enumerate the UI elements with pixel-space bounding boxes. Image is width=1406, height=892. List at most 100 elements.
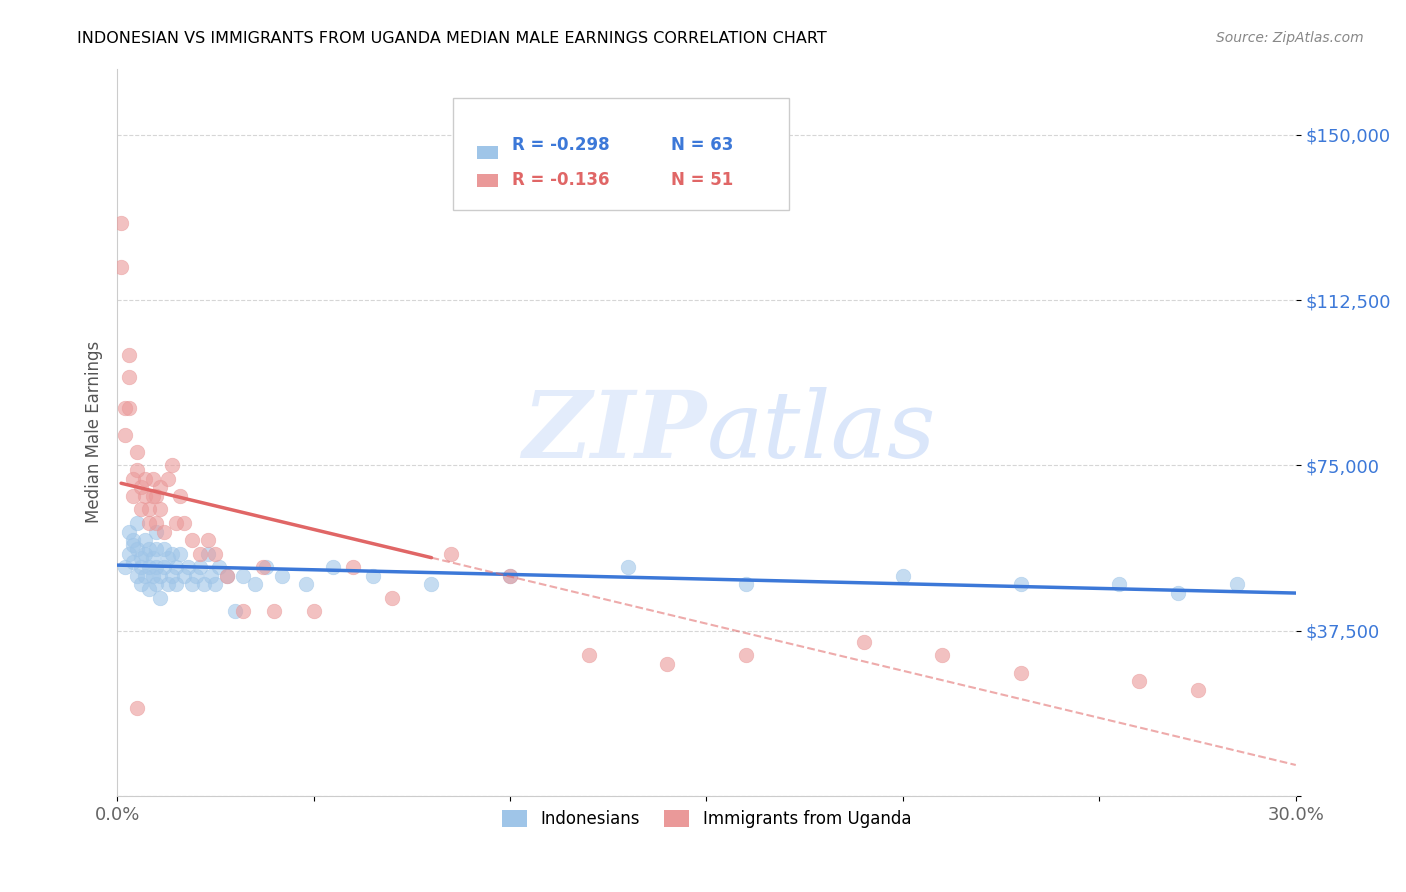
Point	[125, 701, 148, 715]
Point	[193, 577, 215, 591]
Point	[891, 568, 914, 582]
Point	[141, 489, 163, 503]
Point	[157, 551, 180, 566]
Point	[110, 216, 132, 230]
Point	[122, 472, 145, 486]
Point	[1128, 674, 1150, 689]
Point	[125, 568, 148, 582]
Point	[499, 568, 522, 582]
Point	[122, 538, 145, 552]
Point	[232, 604, 254, 618]
Text: ZIP: ZIP	[522, 387, 706, 477]
Point	[165, 577, 187, 591]
Point	[149, 568, 172, 582]
Point	[252, 559, 274, 574]
Point	[118, 524, 141, 539]
Point	[149, 480, 172, 494]
Point	[169, 489, 191, 503]
Text: N = 51: N = 51	[671, 171, 734, 189]
Point	[160, 458, 183, 473]
Text: R = -0.136: R = -0.136	[512, 171, 610, 189]
Point	[145, 524, 167, 539]
Point	[204, 547, 226, 561]
Point	[134, 472, 156, 486]
Bar	[477, 174, 498, 187]
Point	[322, 559, 344, 574]
Point	[129, 559, 152, 574]
Point	[153, 542, 176, 557]
Point	[129, 577, 152, 591]
Point	[118, 547, 141, 561]
Point	[224, 604, 246, 618]
Point	[1226, 577, 1249, 591]
Point	[134, 568, 156, 582]
Point	[197, 547, 219, 561]
Y-axis label: Median Male Earnings: Median Male Earnings	[86, 341, 103, 524]
Point	[263, 604, 285, 618]
Point	[145, 559, 167, 574]
Point	[134, 533, 156, 548]
Point	[114, 427, 136, 442]
Point	[138, 502, 160, 516]
Text: INDONESIAN VS IMMIGRANTS FROM UGANDA MEDIAN MALE EARNINGS CORRELATION CHART: INDONESIAN VS IMMIGRANTS FROM UGANDA MED…	[77, 31, 827, 46]
Point	[134, 489, 156, 503]
Point	[294, 577, 316, 591]
Point	[342, 559, 364, 574]
Point	[125, 463, 148, 477]
Point	[852, 634, 875, 648]
Point	[302, 604, 325, 618]
Point	[122, 533, 145, 548]
Point	[361, 568, 384, 582]
Point	[125, 542, 148, 557]
Point	[138, 542, 160, 557]
Point	[256, 559, 278, 574]
Point	[149, 591, 172, 605]
Point	[157, 577, 180, 591]
Point	[1010, 665, 1032, 680]
Point	[129, 551, 152, 566]
Point	[1010, 577, 1032, 591]
Point	[118, 348, 141, 362]
Point	[125, 445, 148, 459]
Point	[110, 260, 132, 274]
Point	[114, 559, 136, 574]
Text: atlas: atlas	[706, 387, 936, 477]
Point	[197, 533, 219, 548]
Point	[1187, 683, 1209, 698]
Bar	[477, 146, 498, 160]
Point	[200, 568, 222, 582]
Point	[125, 516, 148, 530]
Text: Source: ZipAtlas.com: Source: ZipAtlas.com	[1216, 31, 1364, 45]
Point	[217, 568, 239, 582]
Point	[114, 401, 136, 415]
Point	[141, 568, 163, 582]
Point	[157, 472, 180, 486]
Point	[271, 568, 294, 582]
Point	[440, 547, 463, 561]
FancyBboxPatch shape	[453, 97, 789, 211]
Point	[204, 577, 226, 591]
Point	[153, 559, 176, 574]
Point	[145, 542, 167, 557]
Text: N = 63: N = 63	[671, 136, 734, 154]
Point	[381, 591, 404, 605]
Point	[734, 648, 756, 662]
Point	[173, 568, 195, 582]
Point	[243, 577, 266, 591]
Point	[138, 559, 160, 574]
Point	[217, 568, 239, 582]
Point	[141, 551, 163, 566]
Point	[499, 568, 522, 582]
Point	[129, 480, 152, 494]
Point	[188, 547, 211, 561]
Point	[149, 502, 172, 516]
Point	[184, 568, 207, 582]
Point	[122, 555, 145, 569]
Point	[657, 657, 679, 671]
Point	[165, 516, 187, 530]
Point	[1108, 577, 1130, 591]
Point	[169, 547, 191, 561]
Point	[160, 547, 183, 561]
Point	[173, 516, 195, 530]
Point	[122, 489, 145, 503]
